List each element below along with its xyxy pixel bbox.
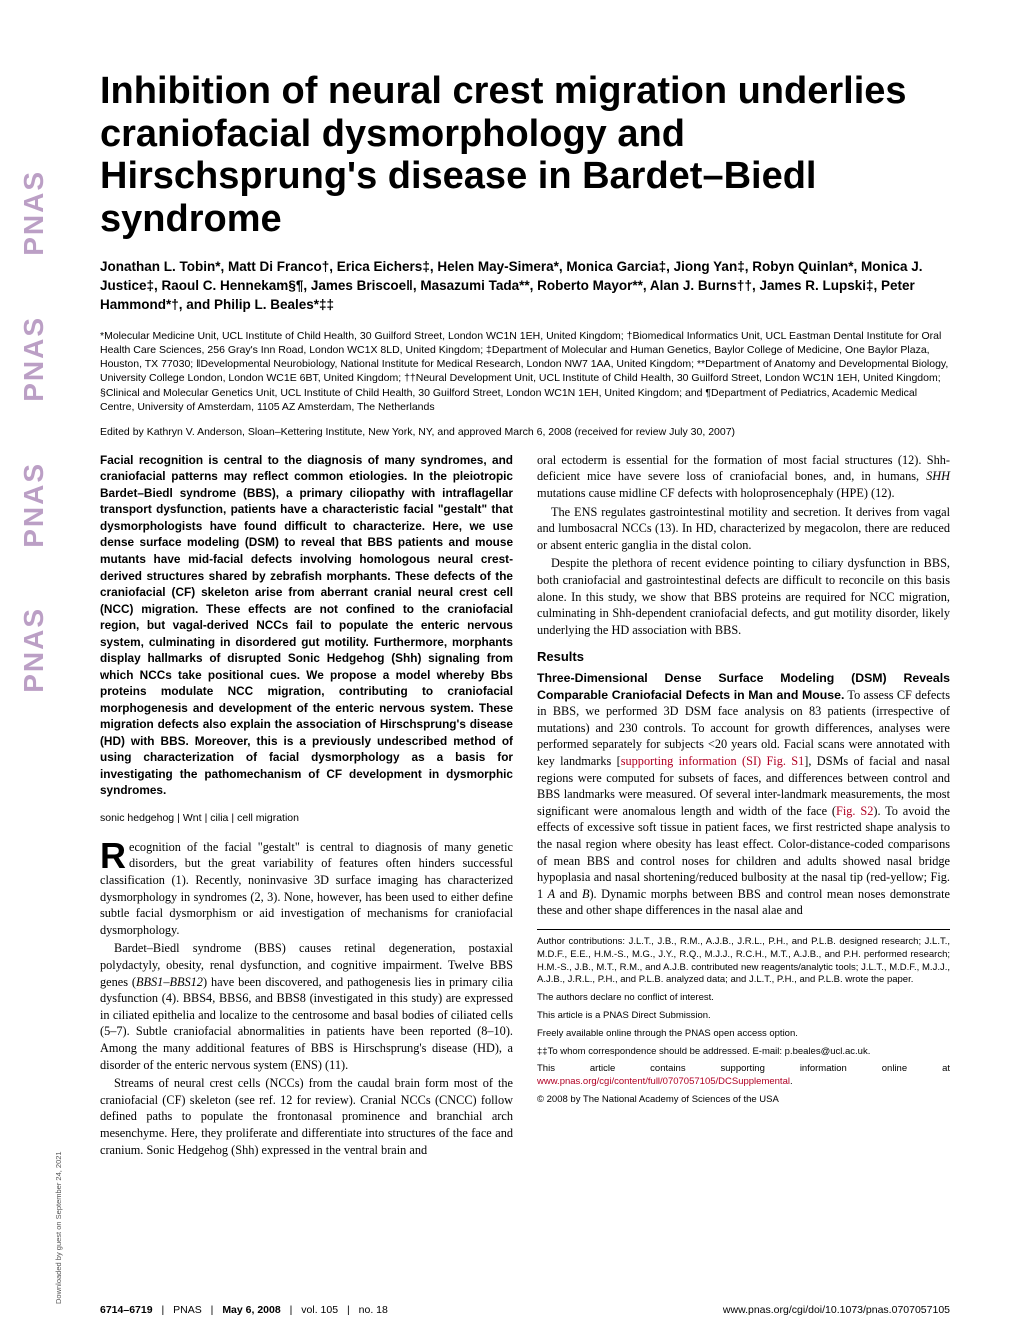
conflict-statement: The authors declare no conflict of inter… — [537, 992, 950, 1005]
keyword-separator: | — [177, 812, 180, 824]
gene-name: BBS1–BBS12 — [136, 975, 203, 989]
abstract: Facial recognition is central to the dia… — [100, 452, 513, 799]
results-para: Three-Dimensional Dense Surface Modeling… — [537, 670, 950, 919]
footer-sep: | — [161, 1304, 164, 1316]
journal-name: PNAS — [173, 1304, 202, 1316]
column-left: Facial recognition is central to the dia… — [100, 452, 513, 1160]
si-prefix: This article contains supporting informa… — [537, 1063, 950, 1074]
body-text: and — [555, 887, 582, 901]
keyword: cell migration — [237, 812, 299, 824]
keyword: sonic hedgehog — [100, 812, 174, 824]
si-link[interactable]: www.pnas.org/cgi/content/full/0707057105… — [537, 1076, 790, 1087]
issue-date: May 6, 2008 — [222, 1304, 280, 1316]
intro-para-2: Bardet–Biedl syndrome (BBS) causes retin… — [100, 940, 513, 1073]
body-text: ). Dynamic morphs between BBS and contro… — [537, 887, 950, 918]
footer-sep: | — [347, 1304, 350, 1316]
keyword: Wnt — [183, 812, 202, 824]
results-heading: Results — [537, 648, 950, 666]
intro-text: ) have been discovered, and pathogenesis… — [100, 975, 513, 1072]
body-columns: Facial recognition is central to the dia… — [100, 452, 950, 1160]
edited-by-line: Edited by Kathryn V. Anderson, Sloan–Ket… — [100, 426, 950, 438]
body-para: Despite the plethora of recent evidence … — [537, 555, 950, 638]
pnas-sidebar: PNAS PNAS PNAS PNAS — [18, 140, 60, 1240]
authors-line: Jonathan L. Tobin*, Matt Di Franco†, Eri… — [100, 258, 950, 315]
footnotes: Author contributions: J.L.T., J.B., R.M.… — [537, 929, 950, 1107]
footer-sep: | — [290, 1304, 293, 1316]
intro-cont: oral ectoderm is essential for the forma… — [537, 452, 950, 502]
pnas-logo: PNAS — [18, 607, 60, 693]
intro-para-3: Streams of neural crest cells (NCCs) fro… — [100, 1075, 513, 1158]
author-contributions: Author contributions: J.L.T., J.B., R.M.… — [537, 936, 950, 987]
column-right: oral ectoderm is essential for the forma… — [537, 452, 950, 1160]
body-para: The ENS regulates gastrointestinal motil… — [537, 504, 950, 554]
footer-left: 6714–6719 | PNAS | May 6, 2008 | vol. 10… — [100, 1304, 388, 1316]
open-access: Freely available online through the PNAS… — [537, 1028, 950, 1041]
keyword: cilia — [210, 812, 228, 824]
page-footer: 6714–6719 | PNAS | May 6, 2008 | vol. 10… — [100, 1304, 950, 1316]
page-range: 6714–6719 — [100, 1304, 153, 1316]
pnas-logo: PNAS — [18, 462, 60, 548]
pnas-logo: PNAS — [18, 316, 60, 402]
body-text: mutations cause midline CF defects with … — [537, 486, 895, 500]
si-fig-s2-link[interactable]: Fig. S2 — [836, 804, 873, 818]
affiliations: *Molecular Medicine Unit, UCL Institute … — [100, 329, 950, 414]
direct-submission: This article is a PNAS Direct Submission… — [537, 1010, 950, 1023]
footer-sep: | — [211, 1304, 214, 1316]
si-note: This article contains supporting informa… — [537, 1063, 950, 1089]
article-title: Inhibition of neural crest migration und… — [100, 70, 950, 240]
si-fig-s1-link[interactable]: supporting information (SI) Fig. S1 — [621, 754, 805, 768]
keywords: sonic hedgehog|Wnt|cilia|cell migration — [100, 811, 513, 825]
dropcap: R — [100, 839, 129, 872]
intro-text: ecognition of the facial "gestalt" is ce… — [100, 840, 513, 937]
issue-no: no. 18 — [359, 1304, 388, 1316]
keyword-separator: | — [231, 812, 234, 824]
volume: vol. 105 — [301, 1304, 338, 1316]
body-text: oral ectoderm is essential for the forma… — [537, 453, 950, 484]
gene-name: SHH — [926, 469, 950, 483]
intro-para-1: Recognition of the facial "gestalt" is c… — [100, 839, 513, 939]
correspondence: ‡‡To whom correspondence should be addre… — [537, 1046, 950, 1059]
si-suffix: . — [790, 1076, 793, 1087]
keyword-separator: | — [205, 812, 208, 824]
download-watermark: Downloaded by guest on September 24, 202… — [54, 1151, 63, 1304]
pnas-logo: PNAS — [18, 170, 60, 256]
copyright: © 2008 by The National Academy of Scienc… — [537, 1094, 950, 1107]
page: PNAS PNAS PNAS PNAS Inhibition of neural… — [0, 0, 1020, 1344]
footer-right: www.pnas.org/cgi/doi/10.1073/pnas.070705… — [723, 1304, 950, 1316]
